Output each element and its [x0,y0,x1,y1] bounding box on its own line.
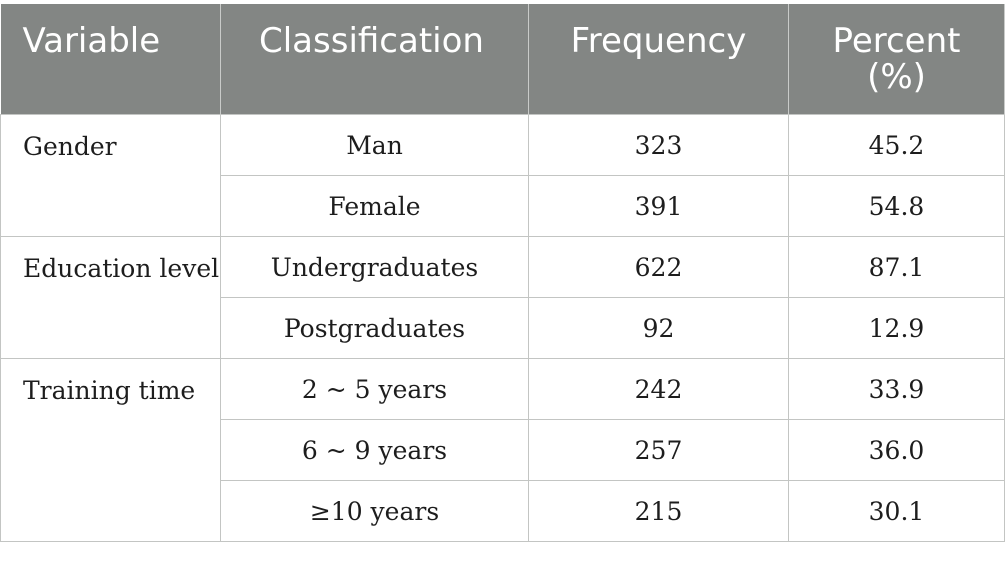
frequency-cell: 215 [528,480,789,542]
classification-cell: Postgraduates [220,297,529,359]
classification-cell: ≥10 years [220,480,529,542]
frequency-cell: 391 [528,175,789,237]
classification-cell: 6 ~ 9 years [220,419,529,481]
classification-cell: Man [220,114,529,176]
demographics-table: Variable Classification Frequency Percen… [0,4,1005,542]
table-row: Gender Man 323 45.2 [0,114,1005,237]
classification-cell: Undergraduates [220,236,529,298]
percent-cell: 45.2 [788,114,1005,176]
classification-cell: 2 ~ 5 years [220,358,529,420]
frequency-cell: 242 [528,358,789,420]
header-percent: Percent (%) [788,4,1005,115]
percent-cell: 33.9 [788,358,1005,420]
table-header: Variable Classification Frequency Percen… [0,4,1005,115]
table-body: Gender Man 323 45.2 Female 391 54.8 Educ… [0,114,1005,542]
header-variable: Variable [0,4,221,115]
variable-cell-gender: Gender [0,114,221,237]
classification-cell: Female [220,175,529,237]
variable-cell-education: Education level [0,236,221,359]
header-frequency: Frequency [528,4,789,115]
frequency-cell: 257 [528,419,789,481]
header-row: Variable Classification Frequency Percen… [0,4,1005,115]
frequency-cell: 622 [528,236,789,298]
frequency-cell: 92 [528,297,789,359]
table-row: Education level Undergraduates 622 87.1 [0,236,1005,359]
table-row: Training time 2 ~ 5 years 242 33.9 [0,358,1005,542]
header-classification: Classification [220,4,529,115]
percent-cell: 36.0 [788,419,1005,481]
frequency-cell: 323 [528,114,789,176]
table-row: Female 391 54.8 [1,175,1005,237]
table-row: ≥10 years 215 30.1 [1,480,1005,542]
percent-cell: 54.8 [788,175,1005,237]
percent-cell: 12.9 [788,297,1005,359]
percent-cell: 30.1 [788,480,1005,542]
variable-cell-training-time: Training time [0,358,221,542]
percent-cell: 87.1 [788,236,1005,298]
